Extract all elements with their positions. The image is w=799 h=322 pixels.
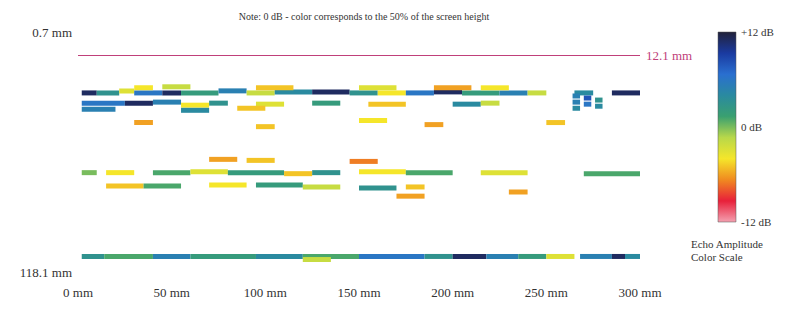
svg-text:Color Scale: Color Scale — [691, 251, 743, 263]
svg-text:0.7 mm: 0.7 mm — [32, 25, 72, 40]
svg-text:Note: 0 dB - color corresponds: Note: 0 dB - color corresponds to the 50… — [239, 11, 490, 22]
svg-text:12.1 mm: 12.1 mm — [646, 48, 692, 63]
svg-text:Echo Amplitude: Echo Amplitude — [691, 238, 766, 250]
svg-text:150 mm: 150 mm — [338, 285, 381, 300]
svg-text:250 mm: 250 mm — [525, 285, 568, 300]
svg-text:0 mm: 0 mm — [63, 285, 93, 300]
svg-text:100 mm: 100 mm — [244, 285, 287, 300]
svg-text:200 mm: 200 mm — [431, 285, 474, 300]
svg-text:+12 dB: +12 dB — [741, 26, 774, 38]
svg-text:-12 dB: -12 dB — [741, 216, 771, 228]
svg-text:0 dB: 0 dB — [741, 121, 762, 133]
svg-text:300 mm: 300 mm — [619, 285, 662, 300]
svg-text:118.1 mm: 118.1 mm — [20, 265, 72, 280]
svg-text:50 mm: 50 mm — [153, 285, 189, 300]
